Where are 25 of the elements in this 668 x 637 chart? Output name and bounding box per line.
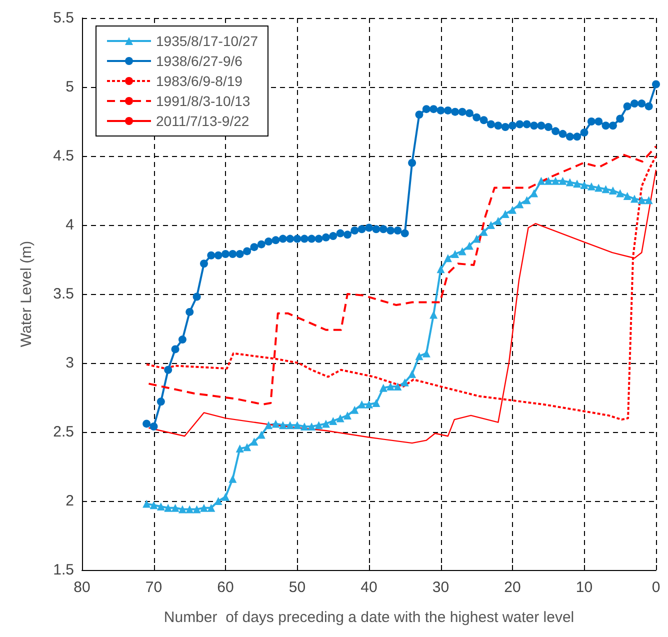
y-tick-label: 5.5 [53,10,74,26]
legend-label: 1983/6/9-8/19 [156,73,243,89]
y-tick-label: 4 [66,216,74,234]
x-axis-title: Number of days preceding a date with the highest water level [164,609,574,626]
y-tick-label: 5 [66,78,74,96]
x-tick-label: 0 [652,579,660,596]
x-tick-label: 30 [432,579,450,596]
x-tick-label: 10 [576,579,593,596]
legend-label: 1935/8/17-10/27 [156,33,258,49]
y-tick-label: 3.5 [53,286,74,302]
legend-label: 1991/8/3-10/13 [156,93,250,109]
y-tick-label: 4.5 [53,148,74,164]
x-tick-label: 40 [360,579,378,596]
x-tick-label: 60 [217,579,234,596]
x-tick-label: 70 [145,579,162,596]
y-tick-label: 2 [66,492,74,510]
legend-label: 1938/6/27-9/6 [156,53,243,69]
x-tick-label: 50 [288,579,306,596]
legend-label: 2011/7/13-9/22 [156,113,250,129]
y-tick-label: 2.5 [53,424,74,440]
y-axis-title: Water Level (m) [18,240,35,348]
x-tick-label: 80 [74,579,90,596]
x-tick-label: 20 [504,579,521,596]
y-tick-label: 3 [66,354,74,372]
y-tick-label: 1.5 [53,562,74,578]
